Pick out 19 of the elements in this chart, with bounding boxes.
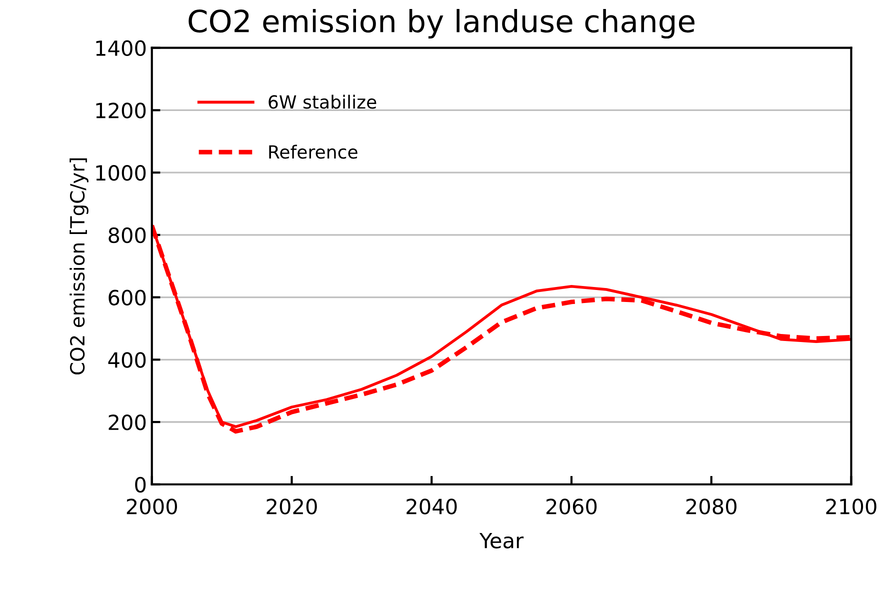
x-tick-label: 2060 bbox=[546, 498, 597, 514]
y-tick-label: 1400 bbox=[96, 40, 146, 56]
y-tick-label: 1000 bbox=[96, 165, 146, 181]
y-tick-label: 0 bbox=[135, 476, 146, 493]
y-axis-title: CO2 emission [TgC/yr] bbox=[70, 158, 88, 374]
x-axis-title: Year bbox=[479, 532, 524, 548]
y-tick-label: 400 bbox=[108, 352, 146, 368]
x-tick-label: 2040 bbox=[406, 498, 457, 514]
y-tick-label: 200 bbox=[108, 414, 146, 430]
legend-label: 6W stabilize bbox=[268, 94, 376, 109]
y-tick-label: 1200 bbox=[96, 102, 146, 118]
y-tick-label: 800 bbox=[108, 227, 146, 244]
chart-title: CO2 emission by landuse change bbox=[188, 8, 694, 39]
x-tick-label: 2000 bbox=[126, 498, 177, 514]
legend-label: Reference bbox=[269, 144, 358, 159]
x-tick-label: 2100 bbox=[826, 498, 876, 514]
x-tick-label: 2020 bbox=[266, 498, 317, 514]
x-tick-label: 2080 bbox=[686, 498, 736, 514]
y-tick-label: 600 bbox=[108, 290, 146, 306]
